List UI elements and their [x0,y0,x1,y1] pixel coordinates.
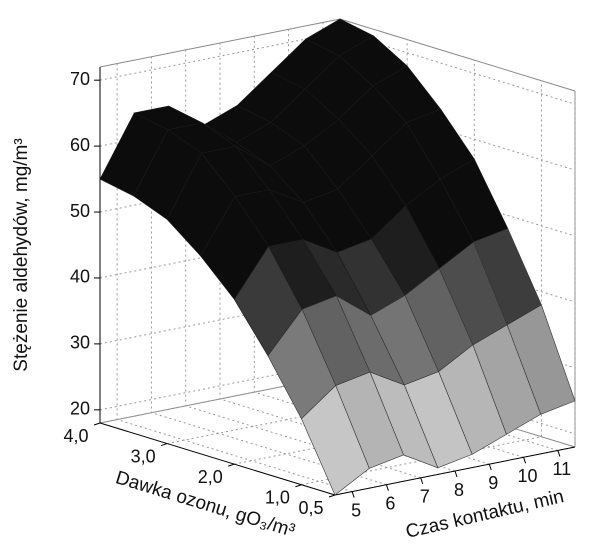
x-tick-label: 5 [351,500,361,520]
x-tick [420,477,424,485]
z-tick-label: 70 [70,69,90,89]
z-tick-label: 40 [70,267,90,287]
y-grid-line [167,39,408,445]
y-tick [328,494,336,498]
x-tick-label: 6 [385,493,395,513]
y-tick [160,443,168,447]
z-tick-label: 20 [70,399,90,419]
y-tick-label: 0,5 [298,498,323,518]
x-grid-line [150,56,387,486]
box-edge [339,18,576,92]
y-tick [295,484,302,488]
x-tick [523,457,527,464]
y-tick [228,463,235,467]
surface-cell [301,385,370,496]
y-grid-line [301,80,542,486]
y-tick-label: 3,0 [131,446,156,466]
x-tick [351,491,355,498]
y-tick-label: 4,0 [63,426,88,446]
x-tick-label: 8 [454,480,464,500]
x-tick [454,470,458,478]
y-tick-label: 1,0 [265,487,290,507]
x-tick-label: 10 [518,466,538,486]
z-grid-line [99,295,576,369]
x-tick [385,484,389,491]
y-tick [93,422,101,426]
x-tick [557,450,561,457]
x-grid-line [116,63,353,493]
z-tick-label: 50 [70,201,90,221]
x-tick-label: 11 [553,459,572,479]
y-axis-line [99,422,336,496]
x-tick [488,463,492,471]
z-grid-line [99,229,576,303]
z-grid-line [99,31,576,105]
y-grid-line [99,19,341,424]
z-grid-line [99,361,576,435]
z-tick-label: 60 [70,135,90,155]
x-tick-label: 7 [420,487,430,507]
y-tick-label: 2,0 [198,467,223,487]
z-tick-label: 30 [70,333,90,353]
x-tick-label: 9 [488,473,498,493]
z-axis-title: Stężenie aldehydów, mg/m³ [11,138,32,371]
